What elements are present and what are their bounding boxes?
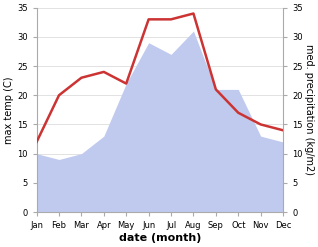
X-axis label: date (month): date (month) (119, 233, 201, 243)
Y-axis label: max temp (C): max temp (C) (4, 76, 14, 144)
Y-axis label: med. precipitation (kg/m2): med. precipitation (kg/m2) (304, 44, 314, 175)
